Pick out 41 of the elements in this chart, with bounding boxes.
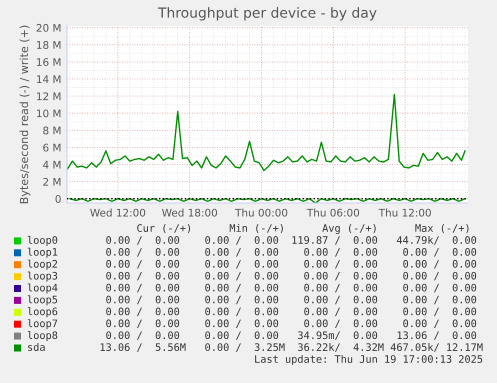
text: Cur (-/+) Min (-/+) Avg (-/+) Max (-/+): [137, 224, 468, 234]
y-tick-label: 2 M: [43, 178, 60, 186]
legend-label: loop3: [28, 272, 58, 282]
y-tick-label: 12 M: [37, 92, 60, 100]
x-tick-label: Thu 00:00: [235, 208, 288, 217]
legend-label: loop8: [28, 331, 58, 342]
text: 13.06 / 5.56M 0.00 / 3.25M 36.22k/ 4.32M 467.05k/ 12.17M: [100, 343, 483, 352]
text: 0.00 / 0.00 0.00 / 0.00 0.00 / 0.00 0.00 / 0.00: [106, 319, 476, 328]
legend-label: loop4: [28, 284, 58, 294]
y-tick-label: 20 M: [36, 24, 60, 32]
y-tick-label: 10 M: [37, 109, 60, 118]
y-tick-label: 6 M: [43, 144, 60, 152]
legend-label: loop5: [28, 295, 58, 306]
y-tick-label: 16 M: [37, 58, 60, 66]
legend-label: loop0: [28, 236, 58, 246]
legend-label: sda: [28, 343, 45, 352]
x-tick-label: Wed 12:00: [90, 208, 146, 217]
text: 0.00 / 0.00 0.00 / 0.00 0.00 / 0.00 0.00 / 0.00: [106, 308, 476, 316]
legend-label: loop2: [28, 260, 58, 270]
x-tick-label: Thu 12:00: [378, 208, 431, 217]
chart-title: Throughput per device - by day: [158, 7, 377, 21]
y-tick-label: 4 M: [43, 160, 60, 168]
text: 0.00 / 0.00 0.00 / 0.00 0.00 / 0.00 0.00 / 0.00: [106, 272, 476, 280]
y-axis-title: Bytes/second read (-) / write (+): [20, 26, 30, 204]
y-tick-label: 0: [56, 194, 61, 203]
text: 0.00 / 0.00 0.00 / 0.00 0.00 / 0.00 0.00 / 0.00: [106, 284, 476, 292]
text: 0.00 / 0.00 0.00 / 0.00 0.00 / 0.00 0.00 / 0.00: [106, 296, 476, 304]
y-tick-label: 8 M: [43, 126, 60, 134]
text: 0.00 / 0.00 0.00 / 0.00 34.95m/ 0.00 13.06 / 0.00: [106, 331, 476, 340]
text: 0.00 / 0.00 0.00 / 0.00 119.87 / 0.00 44.79k/ 0.00: [106, 236, 476, 245]
line-series: [67, 94, 466, 172]
y-tick-label: 14 M: [37, 75, 60, 83]
text: 0.00 / 0.00 0.00 / 0.00 0.00 / 0.00 0.00 / 0.00: [106, 248, 476, 257]
y-tick-label: 18 M: [37, 41, 60, 49]
x-tick-label: Thu 06:00: [306, 208, 360, 217]
text: 0.00 / 0.00 0.00 / 0.00 0.00 / 0.00 0.00 / 0.00: [106, 260, 476, 269]
legend-label: loop7: [28, 319, 58, 330]
legend-label: loop1: [28, 248, 58, 258]
text: Last update: Thu Jun 19 17:00:13 2025: [255, 354, 482, 365]
x-tick-label: Wed 18:00: [162, 208, 218, 217]
legend-label: loop6: [28, 307, 58, 318]
